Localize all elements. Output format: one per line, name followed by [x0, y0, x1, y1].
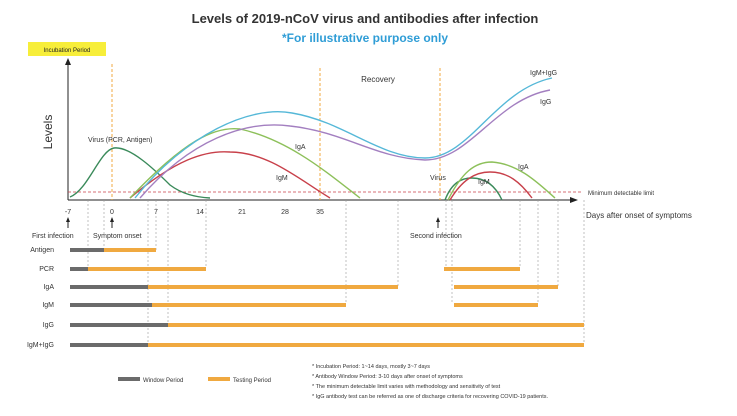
recovery-label: Recovery — [361, 75, 395, 84]
pcr-window-bar — [70, 267, 88, 271]
virus-curve — [69, 147, 211, 199]
igm-curve — [129, 151, 331, 199]
pcr-testing-bar — [88, 267, 206, 271]
symptom-onset-label: Symptom onset — [93, 233, 142, 240]
min-limit-label: Minimum detectable limit — [588, 191, 654, 197]
igm-window-bar — [70, 303, 152, 307]
legend-testing-swatch — [208, 377, 230, 381]
x-tick: 14 — [196, 209, 204, 216]
antigen-window-bar — [70, 248, 104, 252]
virus-curve-label: Virus (PCR, Antigen) — [88, 137, 152, 144]
igg-curve-label: IgG — [540, 99, 551, 106]
row-label-pcr: PCR — [39, 266, 54, 273]
note-line: * Incubation Period: 1~14 days, mostly 3… — [312, 364, 430, 370]
row-label-igg: IgG — [43, 322, 54, 329]
row-label-iga: IgA — [43, 284, 54, 291]
note-line: * IgG antibody test can be referred as o… — [312, 394, 548, 400]
igm-curve-label: IgM — [276, 175, 288, 182]
x-tick: 35 — [316, 209, 324, 216]
iga2-curve — [447, 161, 556, 201]
igg-window-bar — [70, 323, 168, 327]
igm2-curve-label: IgM — [478, 179, 490, 186]
x-tick: 0 — [110, 209, 114, 216]
note-line: * Antibody Window Period: 3-10 days afte… — [312, 374, 463, 380]
igm-igg-curve-label: IgM+IgG — [530, 70, 557, 77]
iga-curve-label: IgA — [295, 144, 306, 151]
antigen-testing-bar — [104, 248, 156, 252]
legend-testing-label: Testing Period — [233, 378, 271, 384]
igm-igg-window-bar — [70, 343, 148, 347]
iga-testing-bar-2 — [454, 285, 558, 289]
igm-testing-bar — [152, 303, 346, 307]
legend-window-label: Window Period — [143, 378, 183, 384]
virus2-curve-label: Virus — [430, 175, 446, 182]
iga-testing-bar — [148, 285, 398, 289]
diagram-title: Levels of 2019-nCoV virus and antibodies… — [192, 11, 539, 26]
igm-igg-testing-bar — [148, 343, 584, 347]
timing-guides — [87, 200, 585, 344]
virus2-curve — [444, 177, 503, 201]
first-infection-label: First infection — [32, 233, 74, 240]
igg-testing-bar — [168, 323, 584, 327]
symptom-onset-arrowhead — [110, 217, 114, 222]
igm-testing-bar-2 — [454, 303, 538, 307]
iga2-curve-label: IgA — [518, 164, 529, 171]
pcr-testing-bar-2 — [444, 267, 520, 271]
row-label-igm: IgM — [42, 302, 54, 309]
x-axis-arrow — [570, 197, 578, 203]
igm2-curve — [449, 171, 533, 201]
x-tick: -7 — [65, 209, 71, 216]
row-label-igm-igg: IgM+IgG — [27, 342, 54, 349]
y-axis-arrow — [65, 58, 71, 65]
row-label-antigen: Antigen — [30, 247, 54, 254]
incubation-label-box — [28, 42, 106, 56]
first-infection-arrowhead — [66, 217, 70, 222]
x-axis-label: Days after onset of symptoms — [586, 211, 692, 220]
second-infection-arrowhead — [436, 217, 440, 222]
legend-window-swatch — [118, 377, 140, 381]
iga-curve — [129, 127, 361, 199]
igg-curve — [139, 89, 551, 199]
x-tick: 28 — [281, 209, 289, 216]
diagram-subtitle: *For illustrative purpose only — [282, 31, 448, 45]
second-infection-label: Second infection — [410, 233, 462, 240]
x-tick: 21 — [238, 209, 246, 216]
note-line: * The minimum detectable limit varies wi… — [312, 384, 501, 390]
iga-window-bar — [70, 285, 148, 289]
igm-igg-curve — [134, 77, 553, 199]
incubation-label: Incubation Period — [44, 48, 91, 54]
y-axis-label: Levels — [41, 115, 55, 150]
